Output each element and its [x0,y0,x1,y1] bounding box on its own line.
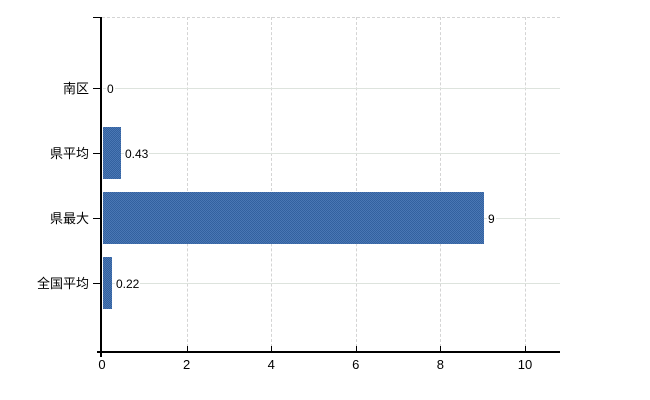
bar-県平均 [103,127,121,179]
vertical-gridline [440,17,442,352]
vertical-gridline [186,17,188,352]
category-label-4: 全国平均 [36,276,89,291]
vertical-gridline [355,17,357,352]
category-label-3: 県最大 [49,211,89,226]
x-tick-label-10: 10 [517,357,533,372]
horizontal-gridline [103,283,560,284]
bar-value-label: 0 [106,82,115,96]
x-axis-tick [355,346,357,352]
bar-全国平均 [103,257,112,309]
y-axis-tick [93,218,100,219]
y-axis-tick [93,283,100,284]
y-axis-tick [93,153,100,154]
x-axis-tick [271,346,273,352]
x-tick-label-2: 2 [182,357,191,372]
vertical-gridline [525,17,526,352]
bar-県最大 [103,192,484,244]
plot-top-border [102,17,560,18]
bar-value-label: 9 [487,212,496,226]
y-axis-top-tick [93,17,100,18]
horizontal-gridline [103,88,560,89]
x-tick-label-6: 6 [352,357,360,372]
category-label-2: 県平均 [49,146,89,161]
horizontal-gridline [103,153,560,154]
x-tick-label-8: 8 [436,357,445,372]
x-tick-label-4: 4 [267,357,275,372]
x-axis-tick [186,346,188,352]
x-axis-tick [525,346,526,352]
y-axis-line [100,17,102,357]
y-axis-tick [93,88,100,89]
x-axis-tick [440,346,442,352]
x-tick-label-0: 0 [98,357,106,372]
x-axis-line [97,351,560,353]
category-label-1: 南区 [62,81,89,96]
plot-area: 0 0.43 9 0.22 [102,17,560,352]
bar-value-label: 0.43 [124,147,150,161]
vertical-gridline [271,17,273,352]
bar-value-label: 0.22 [115,277,141,291]
